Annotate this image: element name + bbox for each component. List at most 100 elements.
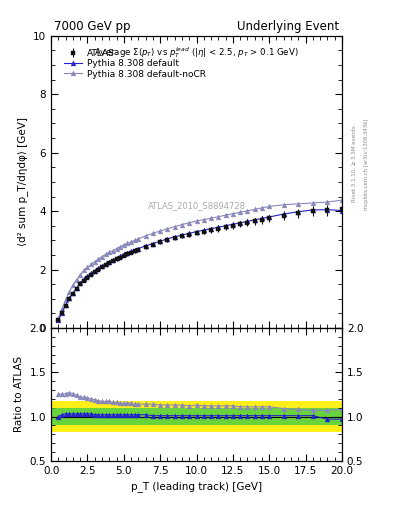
- Text: ATLAS_2010_S8894728: ATLAS_2010_S8894728: [147, 201, 246, 210]
- Pythia 8.308 default-noCR: [125, 240, 130, 246]
- Pythia 8.308 default-noCR: [78, 272, 83, 278]
- Pythia 8.308 default: [107, 259, 112, 265]
- Pythia 8.308 default-noCR: [180, 222, 184, 228]
- Pythia 8.308 default-noCR: [81, 267, 86, 273]
- Pythia 8.308 default: [121, 251, 126, 258]
- Pythia 8.308 default-noCR: [132, 237, 137, 243]
- Pythia 8.308 default: [238, 220, 242, 226]
- Text: Average $\Sigma(p_T)$ vs $p_T^{lead}$ ($|\eta|$ < 2.5, $p_T$ > 0.1 GeV): Average $\Sigma(p_T)$ vs $p_T^{lead}$ ($…: [94, 45, 299, 59]
- Pythia 8.308 default-noCR: [340, 197, 344, 203]
- Pythia 8.308 default: [245, 218, 250, 224]
- Pythia 8.308 default: [56, 317, 61, 323]
- Pythia 8.308 default: [125, 250, 130, 256]
- Pythia 8.308 default: [231, 221, 235, 227]
- Pythia 8.308 default: [180, 232, 184, 238]
- Pythia 8.308 default: [296, 209, 301, 215]
- Pythia 8.308 default: [103, 261, 108, 267]
- Pythia 8.308 default: [310, 207, 315, 213]
- Y-axis label: Ratio to ATLAS: Ratio to ATLAS: [14, 356, 24, 433]
- Pythia 8.308 default: [187, 230, 192, 237]
- Pythia 8.308 default: [202, 227, 206, 233]
- Pythia 8.308 default-noCR: [216, 214, 221, 220]
- Pythia 8.308 default-noCR: [231, 211, 235, 217]
- Pythia 8.308 default: [173, 234, 177, 240]
- Pythia 8.308 default: [85, 273, 90, 279]
- Pythia 8.308 default-noCR: [245, 208, 250, 214]
- Pythia 8.308 default: [100, 263, 105, 269]
- Pythia 8.308 default: [96, 265, 101, 271]
- Pythia 8.308 default: [209, 226, 213, 232]
- Pythia 8.308 default: [260, 216, 264, 222]
- Pythia 8.308 default-noCR: [194, 218, 199, 224]
- X-axis label: p_T (leading track) [GeV]: p_T (leading track) [GeV]: [131, 481, 262, 492]
- Pythia 8.308 default-noCR: [223, 212, 228, 218]
- Pythia 8.308 default: [136, 245, 141, 251]
- Pythia 8.308 default-noCR: [158, 228, 163, 234]
- Pythia 8.308 default-noCR: [96, 256, 101, 262]
- Pythia 8.308 default-noCR: [114, 245, 119, 251]
- Pythia 8.308 default-noCR: [74, 276, 79, 283]
- Pythia 8.308 default-noCR: [296, 201, 301, 207]
- Pythia 8.308 default: [89, 270, 94, 276]
- Y-axis label: ⟨d² sum p_T/dηdφ⟩ [GeV]: ⟨d² sum p_T/dηdφ⟩ [GeV]: [17, 117, 28, 246]
- Pythia 8.308 default-noCR: [67, 289, 72, 295]
- Pythia 8.308 default-noCR: [143, 233, 148, 239]
- Pythia 8.308 default-noCR: [260, 205, 264, 211]
- Pythia 8.308 default-noCR: [310, 200, 315, 206]
- Pythia 8.308 default-noCR: [136, 236, 141, 242]
- Pythia 8.308 default: [71, 290, 75, 296]
- Line: Pythia 8.308 default: Pythia 8.308 default: [56, 207, 344, 323]
- Legend: ATLAS, Pythia 8.308 default, Pythia 8.308 default-noCR: ATLAS, Pythia 8.308 default, Pythia 8.30…: [61, 46, 208, 81]
- Pythia 8.308 default: [165, 236, 170, 242]
- Pythia 8.308 default: [60, 309, 64, 315]
- Pythia 8.308 default-noCR: [71, 282, 75, 288]
- Pythia 8.308 default: [92, 268, 97, 274]
- Pythia 8.308 default: [252, 217, 257, 223]
- Pythia 8.308 default-noCR: [165, 226, 170, 232]
- Pythia 8.308 default: [143, 243, 148, 249]
- Pythia 8.308 default-noCR: [187, 220, 192, 226]
- Pythia 8.308 default: [81, 276, 86, 282]
- Pythia 8.308 default-noCR: [129, 239, 134, 245]
- Pythia 8.308 default-noCR: [89, 261, 94, 267]
- Pythia 8.308 default-noCR: [118, 244, 123, 250]
- Text: Rivet 3.1.10, ≥ 3.5M events: Rivet 3.1.10, ≥ 3.5M events: [352, 125, 357, 202]
- Pythia 8.308 default: [78, 280, 83, 286]
- Pythia 8.308 default-noCR: [238, 209, 242, 216]
- Pythia 8.308 default-noCR: [267, 203, 272, 209]
- Pythia 8.308 default: [267, 214, 272, 220]
- Pythia 8.308 default: [281, 211, 286, 217]
- Text: 7000 GeV pp: 7000 GeV pp: [54, 20, 130, 33]
- Pythia 8.308 default-noCR: [85, 264, 90, 270]
- Pythia 8.308 default: [158, 238, 163, 244]
- Pythia 8.308 default-noCR: [92, 259, 97, 265]
- Pythia 8.308 default: [63, 302, 68, 308]
- Pythia 8.308 default-noCR: [209, 215, 213, 221]
- Pythia 8.308 default: [132, 247, 137, 253]
- Pythia 8.308 default: [216, 224, 221, 230]
- Pythia 8.308 default-noCR: [103, 251, 108, 258]
- Text: Underlying Event: Underlying Event: [237, 20, 339, 33]
- Pythia 8.308 default-noCR: [173, 224, 177, 230]
- Pythia 8.308 default: [114, 255, 119, 261]
- Pythia 8.308 default: [223, 223, 228, 229]
- Pythia 8.308 default-noCR: [281, 202, 286, 208]
- Pythia 8.308 default-noCR: [202, 217, 206, 223]
- Pythia 8.308 default-noCR: [121, 242, 126, 248]
- Pythia 8.308 default-noCR: [325, 199, 330, 205]
- Pythia 8.308 default: [110, 257, 115, 263]
- Pythia 8.308 default: [194, 228, 199, 234]
- Pythia 8.308 default: [118, 253, 123, 259]
- Pythia 8.308 default-noCR: [151, 230, 155, 237]
- Pythia 8.308 default: [74, 285, 79, 291]
- Pythia 8.308 default: [151, 241, 155, 247]
- Pythia 8.308 default: [129, 248, 134, 254]
- Pythia 8.308 default-noCR: [252, 206, 257, 212]
- Pythia 8.308 default: [340, 207, 344, 214]
- Pythia 8.308 default: [325, 207, 330, 213]
- Pythia 8.308 default-noCR: [110, 247, 115, 253]
- Text: mcplots.cern.ch [arXiv:1306.3436]: mcplots.cern.ch [arXiv:1306.3436]: [364, 118, 369, 209]
- Pythia 8.308 default-noCR: [63, 296, 68, 303]
- Pythia 8.308 default-noCR: [56, 315, 61, 321]
- Pythia 8.308 default: [67, 295, 72, 302]
